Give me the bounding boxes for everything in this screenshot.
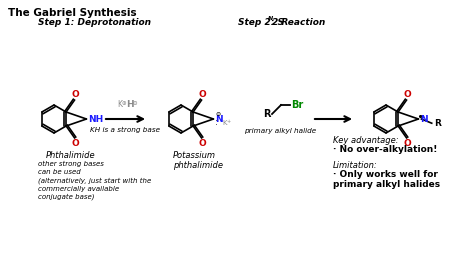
Text: K: K (222, 120, 227, 126)
Text: · Only works well for
primary alkyl halides: · Only works well for primary alkyl hali… (333, 170, 440, 189)
Text: O: O (72, 139, 80, 148)
Text: Phthalimide: Phthalimide (46, 151, 96, 160)
Text: O: O (404, 139, 411, 148)
Text: H: H (126, 100, 133, 109)
Text: :: : (215, 118, 218, 127)
Text: NH: NH (88, 115, 103, 123)
Text: primary alkyl halide: primary alkyl halide (244, 128, 316, 134)
Text: ⊖: ⊖ (132, 101, 137, 106)
Text: O: O (404, 90, 411, 99)
Text: N: N (420, 115, 428, 123)
Text: Key advantage:: Key advantage: (333, 136, 399, 145)
Text: O: O (199, 139, 206, 148)
Text: ⊖: ⊖ (216, 111, 221, 116)
Text: ⊕: ⊕ (121, 101, 126, 106)
Text: R: R (263, 109, 271, 119)
Text: Br: Br (292, 100, 304, 110)
Text: N: N (215, 115, 223, 123)
Text: other strong bases
can be used
(alternatively, just start with the
commercially : other strong bases can be used (alternat… (38, 161, 151, 200)
Text: Step 1: Deprotonation: Step 1: Deprotonation (38, 18, 151, 27)
Text: K: K (117, 100, 122, 109)
Text: +: + (227, 119, 231, 124)
Text: 2 Reaction: 2 Reaction (272, 18, 325, 27)
Text: Step 2: S: Step 2: S (238, 18, 284, 27)
Text: Limitation:: Limitation: (333, 161, 378, 170)
Text: Potassium
phthalimide: Potassium phthalimide (173, 151, 223, 170)
Text: O: O (72, 90, 80, 99)
Text: KH is a strong base: KH is a strong base (91, 127, 161, 133)
Text: R: R (434, 119, 441, 128)
Text: O: O (199, 90, 206, 99)
Text: N: N (268, 16, 273, 22)
Text: The Gabriel Synthesis: The Gabriel Synthesis (8, 8, 137, 18)
Text: · No over-alkylation!: · No over-alkylation! (333, 145, 438, 154)
